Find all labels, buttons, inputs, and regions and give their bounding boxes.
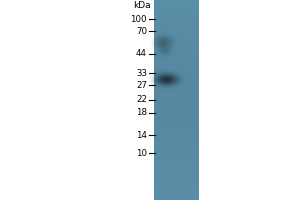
Text: 27: 27 [136, 80, 147, 90]
Text: 70: 70 [136, 26, 147, 36]
Text: 10: 10 [136, 148, 147, 158]
Text: 100: 100 [130, 15, 147, 23]
Text: 14: 14 [136, 130, 147, 140]
Text: kDa: kDa [134, 1, 151, 10]
Text: 44: 44 [136, 49, 147, 58]
Text: 22: 22 [136, 96, 147, 104]
Text: 18: 18 [136, 108, 147, 117]
Text: 33: 33 [136, 68, 147, 77]
